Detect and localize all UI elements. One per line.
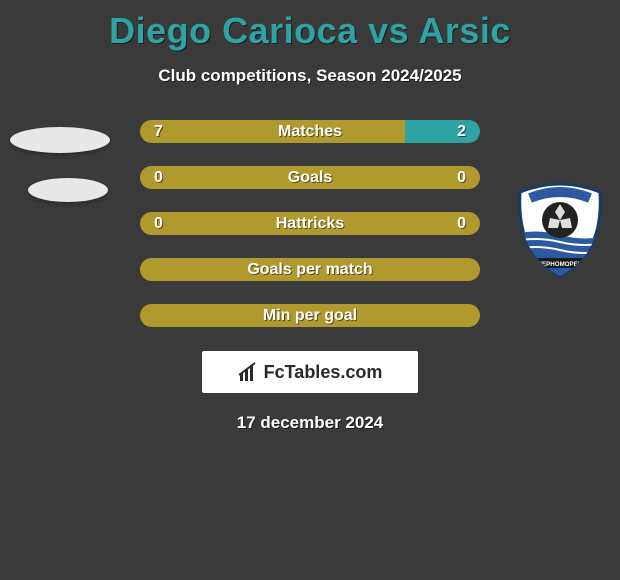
stat-bar-left-value: 7	[140, 120, 405, 143]
subtitle: Club competitions, Season 2024/2025	[0, 66, 620, 86]
placeholder-icon	[10, 127, 110, 153]
club-crest-icon: ЧЕРНОМОРЕЦ	[510, 180, 610, 280]
date-label: 17 december 2024	[0, 413, 620, 433]
stat-bar-left-value	[140, 258, 480, 281]
stat-bar-right-value: 0	[310, 212, 480, 235]
placeholder-icon	[28, 178, 108, 202]
stat-bar: 00Hattricks	[140, 212, 480, 235]
left-player-badge-area	[10, 90, 110, 190]
stat-bar-left-value: 0	[140, 212, 310, 235]
stat-bar-left-value	[140, 304, 480, 327]
stat-bar: 00Goals	[140, 166, 480, 189]
source-logo: FcTables.com	[202, 351, 418, 393]
page-title: Diego Carioca vs Arsic	[0, 0, 620, 52]
right-club-badge: ЧЕРНОМОРЕЦ	[510, 180, 610, 280]
logo-text: FcTables.com	[264, 362, 383, 383]
stat-bar-right-value: 2	[405, 120, 480, 143]
stat-bar-right-value: 0	[310, 166, 480, 189]
bar-chart-icon	[238, 361, 260, 383]
stat-bar: 72Matches	[140, 120, 480, 143]
stat-bar: Goals per match	[140, 258, 480, 281]
stat-bar: Min per goal	[140, 304, 480, 327]
stat-bar-left-value: 0	[140, 166, 310, 189]
